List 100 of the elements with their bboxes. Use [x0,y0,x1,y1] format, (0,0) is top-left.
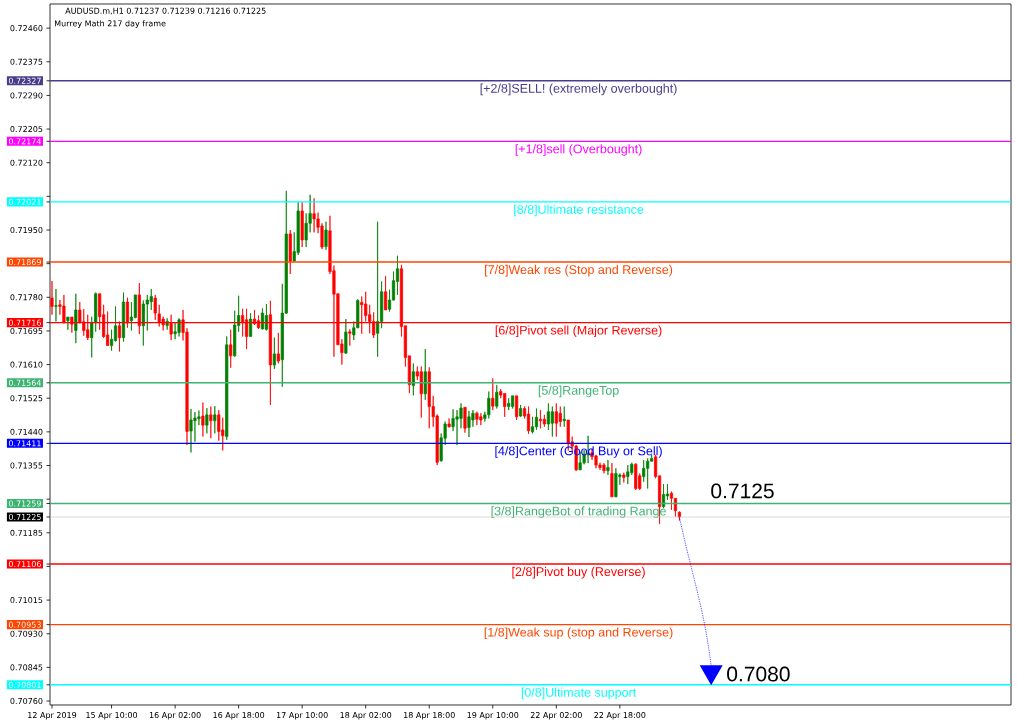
y-tick-label: 0.70845 [10,664,43,671]
y-tick-label: 0.72460 [10,25,43,32]
candlestick [411,363,415,396]
ref-line-label: [+1/8]sell (Overbought) [515,144,642,156]
y-tick-label: 0.71185 [10,529,43,536]
candlestick [264,303,268,331]
ref-line-label: [8/8]Ultimate resistance [514,204,644,217]
x-tick-label: 12 Apr 2019 [28,712,77,720]
ref-line-label: [7/8]Weak res (Stop and Reverse) [485,264,673,277]
y-tick-label: 0.70760 [10,697,43,705]
candlestick [300,201,304,248]
candlestick [538,409,542,429]
chart-title: AUDUSD.m,H1 0.71237 0.71239 0.71216 0.71225 [65,7,266,15]
ref-line-label: [+2/8]SELL! (extremely overbought) [480,83,677,96]
candlestick [348,328,352,346]
candlestick [479,412,483,426]
ref-line-label: [6/8]Pivot sell (Major Reverse) [495,325,662,338]
candlestick [463,406,467,434]
y-tick-label: 0.71780 [10,294,43,301]
candlestick [526,406,531,435]
text: Murrey Math 217 day frame [54,20,166,28]
candlestick [312,197,316,233]
y-tick-label: 0.71259 [8,500,41,507]
candlestick [554,402,558,437]
candlestick [550,406,554,437]
candlestick [276,332,280,364]
candlestick [213,405,217,434]
candlestick [634,462,638,491]
x-tick-label: 17 Apr 10:00 [276,712,328,720]
candlestick [542,414,546,428]
candlestick [423,348,427,401]
y-tick-label: 0.70953 [8,621,41,628]
y-tick-label: 0.72205 [10,126,43,133]
x-tick-label: 19 Apr 10:00 [467,712,519,720]
y-tick-label: 0.71695 [10,327,43,334]
candlestick [272,337,276,370]
candlestick [534,408,539,431]
y-tick-label: 0.72120 [10,159,43,166]
y-tick-label: 0.71610 [10,361,43,368]
y-tick-label: 0.71225 [8,513,41,520]
y-tick-label: 0.71950 [10,226,43,234]
candlestick [491,378,495,411]
candlestick [503,393,507,418]
y-tick-label: 0.71355 [10,462,43,469]
candlestick [344,318,348,355]
candlestick [610,462,614,498]
candlestick [248,312,253,337]
candlestick [419,366,423,418]
candlestick [50,280,54,316]
x-tick-label: 16 Apr 02:00 [149,712,201,720]
y-tick-label: 0.71564 [8,379,42,386]
y-tick-label: 0.70801 [8,681,41,688]
x-tick-label: 22 Apr 02:00 [530,712,582,720]
candlestick [622,472,626,483]
candlestick [205,407,209,434]
candlestick [602,462,606,474]
candlestick [447,418,451,428]
candlestick [225,336,229,441]
candlestick [288,229,292,275]
annotation: 0.7125 [711,483,774,499]
candlestick [467,410,471,438]
candlestick [427,366,431,429]
candlestick [74,293,78,344]
candlestick [626,464,630,485]
y-tick-label: 0.71411 [8,440,41,447]
y-tick-label: 0.70930 [10,630,43,637]
candlestick [383,275,388,311]
candlestick [209,406,213,439]
y-tick-label: 0.72375 [10,58,43,65]
candlestick [189,408,193,453]
candlestick [507,397,511,411]
candlestick [487,391,491,419]
candlestick [495,384,499,409]
candlestick [66,316,70,331]
x-tick-label: 18 Apr 02:00 [340,712,392,720]
candlestick [201,402,205,437]
ref-line-label: [1/8]Weak sup (stop and Reverse) [484,627,673,640]
y-tick-label: 0.71440 [10,428,43,435]
x-tick-label: 22 Apr 18:00 [594,712,646,720]
candlestick [614,467,618,498]
y-tick-label: 0.71106 [8,561,41,568]
y-tick-label: 0.71716 [8,319,41,326]
candlestick [475,411,479,426]
y-tick-label: 0.72290 [10,92,43,99]
ref-line-label: [0/8]Ultimate support [521,687,637,700]
annotation: 0.7080 [727,666,790,682]
x-tick-label: 16 Apr 18:00 [213,712,265,720]
candlestick [511,395,515,409]
y-tick-label: 0.72327 [8,77,41,84]
candlestick [173,322,177,340]
ref-line-label: [2/8]Pivot buy (Reverse) [512,566,645,579]
candlestick [515,395,519,421]
x-tick-label: 15 Apr 10:00 [86,712,138,720]
y-tick-label: 0.72174 [8,138,42,145]
candlestick [229,329,233,369]
y-tick-label: 0.71525 [10,395,43,402]
candlestick [54,288,58,322]
y-tick-label: 0.71869 [8,259,41,266]
candlestick [646,458,650,489]
candlestick [376,221,380,358]
